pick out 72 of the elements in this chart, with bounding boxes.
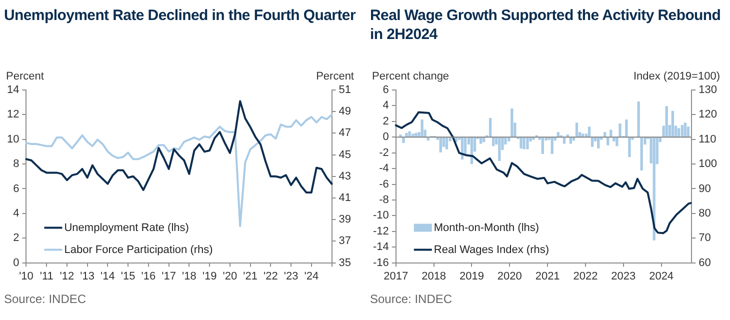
x-tick-label: '14 (100, 270, 115, 282)
chart-title: Unemployment Rate Declined in the Fourth Quarter (3, 6, 357, 26)
y2-tick-label: 45 (338, 148, 352, 161)
x-tick-label: '16 (141, 270, 156, 282)
chart-title: Real Wage Growth Supported the Activity Rebound in 2H2024 (369, 6, 722, 45)
x-tick-label: '22 (263, 270, 278, 282)
y-tick-label: -10 (372, 210, 389, 222)
x-tick-label: '11 (40, 270, 54, 282)
y-tick-label: 0 (13, 256, 20, 269)
legend-label: Unemployment Rate (lhs) (64, 222, 189, 234)
y2-tick-label: 43 (338, 170, 352, 182)
y2-tick-label: 47 (338, 127, 352, 140)
source-note: Source: INDEC (369, 291, 454, 306)
x-tick-label: '24 (304, 270, 319, 282)
y2-tick-label: 90 (698, 182, 711, 195)
legend-label: Month-on-Month (lhs) (434, 222, 540, 234)
y-tick-label: 14 (6, 84, 20, 96)
y2-tick-label: 51 (338, 84, 352, 96)
x-tick-label: 2022 (573, 270, 598, 282)
y-tick-label: 6 (13, 182, 20, 195)
x-tick-label: '12 (60, 270, 74, 282)
y2-tick-label: 70 (698, 232, 711, 244)
y-tick-label: -14 (372, 241, 389, 254)
y-tick-label: -12 (372, 225, 389, 238)
y2-tick-label: 130 (698, 84, 718, 96)
y2-tick-label: 37 (338, 235, 352, 248)
y-tick-label: 12 (6, 108, 20, 121)
y-axis-title: Percent (6, 70, 44, 83)
x-tick-label: 2020 (497, 270, 522, 282)
y-tick-label: 2 (382, 115, 389, 128)
x-tick-label: '10 (19, 270, 34, 282)
y2-tick-label: 60 (698, 256, 711, 269)
x-tick-label: '18 (182, 270, 196, 282)
y2-tick-label: 39 (338, 214, 352, 226)
y-tick-label: 8 (13, 158, 20, 170)
y-tick-label: -8 (379, 194, 389, 206)
y-tick-label: -4 (379, 162, 389, 175)
y-tick-label: -2 (379, 146, 389, 159)
x-tick-label: '21 (243, 270, 258, 282)
y2-axis-title: Percent (316, 70, 354, 83)
x-tick-label: 2021 (535, 270, 560, 282)
y-tick-label: 6 (382, 84, 389, 96)
y-tick-label: 2 (13, 232, 20, 244)
x-tick-label: '20 (222, 270, 238, 282)
legend-label: Labor Force Participation (rhs) (64, 244, 213, 256)
x-tick-label: 2017 (384, 270, 408, 282)
y2-tick-label: 100 (698, 158, 718, 170)
legend-label: Real Wages Index (rhs) (434, 244, 550, 256)
x-tick-label: '17 (162, 270, 176, 282)
y2-tick-label: 80 (698, 207, 711, 220)
y2-tick-label: 120 (698, 108, 718, 121)
y2-tick-label: 35 (338, 256, 352, 269)
y2-tick-label: 49 (338, 106, 352, 118)
y-tick-label: 0 (382, 131, 389, 144)
y-axis-title: Percent change (372, 70, 450, 83)
y-tick-label: 4 (13, 207, 20, 220)
x-tick-label: '15 (120, 270, 136, 282)
y-tick-label: 10 (6, 133, 20, 146)
x-tick-label: 2024 (649, 270, 674, 282)
x-tick-label: '19 (202, 270, 217, 282)
y2-tick-label: 110 (698, 133, 716, 146)
y2-axis-title: Index (2019=100) (633, 70, 720, 83)
x-tick-label: 2023 (611, 270, 636, 282)
x-tick-label: '13 (80, 270, 95, 282)
x-tick-label: 2019 (459, 270, 484, 282)
y-tick-label: 4 (382, 100, 389, 112)
y-tick-label: -16 (372, 256, 389, 269)
y-tick-label: -6 (379, 178, 389, 190)
x-tick-label: 2018 (422, 270, 446, 282)
x-tick-label: '23 (284, 270, 298, 282)
source-note: Source: INDEC (3, 291, 88, 306)
y2-tick-label: 41 (338, 192, 352, 204)
